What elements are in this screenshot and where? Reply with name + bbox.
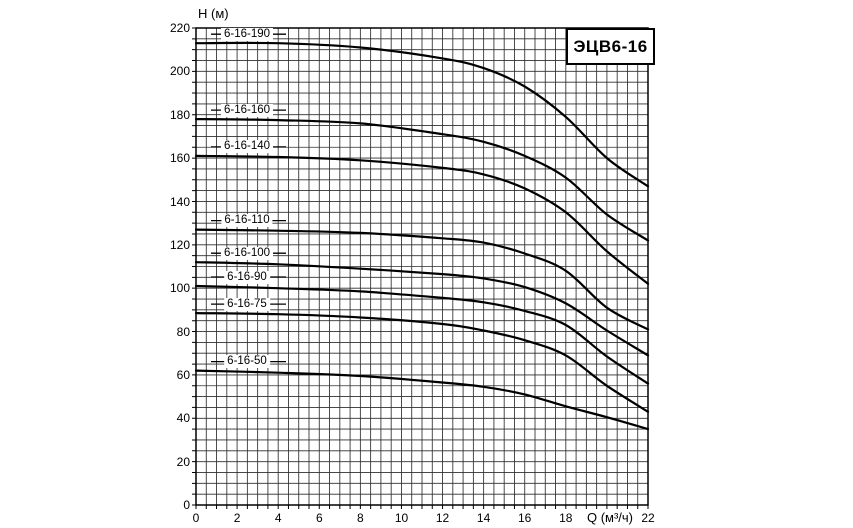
curve-6-16-160 — [194, 118, 650, 242]
y-tick-label-0: 0 — [183, 498, 190, 512]
curve-6-16-190 — [194, 41, 650, 188]
curve-label-6-16-100: 6-16-100 — [220, 246, 274, 260]
x-tick-label-14: 14 — [476, 511, 491, 525]
curve-label-6-16-160: 6-16-160 — [220, 103, 274, 117]
x-tick-label-4: 4 — [274, 511, 282, 525]
curve-6-16-100 — [194, 261, 650, 357]
pump-curves — [194, 41, 650, 431]
y-tick-label-200: 200 — [169, 64, 190, 79]
curve-6-16-50 — [194, 369, 650, 431]
axis-tick-marks — [192, 27, 649, 509]
y-tick-label-140: 140 — [169, 194, 190, 209]
curve-6-16-90 — [194, 284, 650, 385]
curve-label-6-16-110: 6-16-110 — [221, 214, 273, 228]
curve-label-6-16-140: 6-16-140 — [220, 140, 274, 154]
x-tick-label-22: 22 — [641, 511, 655, 525]
y-tick-label-220: 220 — [169, 21, 190, 35]
series-title-box: ЭЦВ6-16 — [566, 28, 655, 65]
curve-6-16-110 — [194, 228, 650, 331]
x-axis-title: Q (м³/ч) — [586, 510, 634, 525]
y-axis-title: H (м) — [198, 6, 229, 21]
y-tick-label-160: 160 — [169, 151, 190, 166]
x-tick-label-10: 10 — [394, 511, 409, 525]
x-tick-label-6: 6 — [315, 511, 323, 525]
x-tick-label-18: 18 — [559, 511, 573, 525]
y-tick-label-180: 180 — [169, 107, 190, 122]
y-tick-label-20: 20 — [176, 454, 190, 469]
x-tick-label-12: 12 — [435, 511, 450, 525]
curve-label-6-16-190: 6-16-190 — [220, 27, 274, 41]
curve-6-16-140 — [194, 154, 650, 285]
y-tick-label-40: 40 — [176, 411, 190, 426]
curve-6-16-75 — [194, 312, 650, 413]
curve-label-6-16-90: 6-16-90 — [224, 270, 270, 284]
y-tick-label-120: 120 — [169, 237, 190, 252]
y-tick-label-60: 60 — [176, 367, 190, 382]
x-tick-label-8: 8 — [357, 511, 364, 525]
x-tick-label-2: 2 — [233, 511, 241, 525]
curve-label-6-16-75: 6-16-75 — [224, 297, 270, 311]
curve-label-6-16-50: 6-16-50 — [224, 355, 270, 369]
x-tick-label-16: 16 — [518, 511, 532, 525]
grid-lines — [195, 27, 649, 506]
plot-border — [195, 27, 649, 506]
y-tick-label-80: 80 — [176, 324, 190, 339]
y-tick-label-100: 100 — [169, 281, 190, 296]
x-tick-label-0: 0 — [192, 511, 200, 525]
